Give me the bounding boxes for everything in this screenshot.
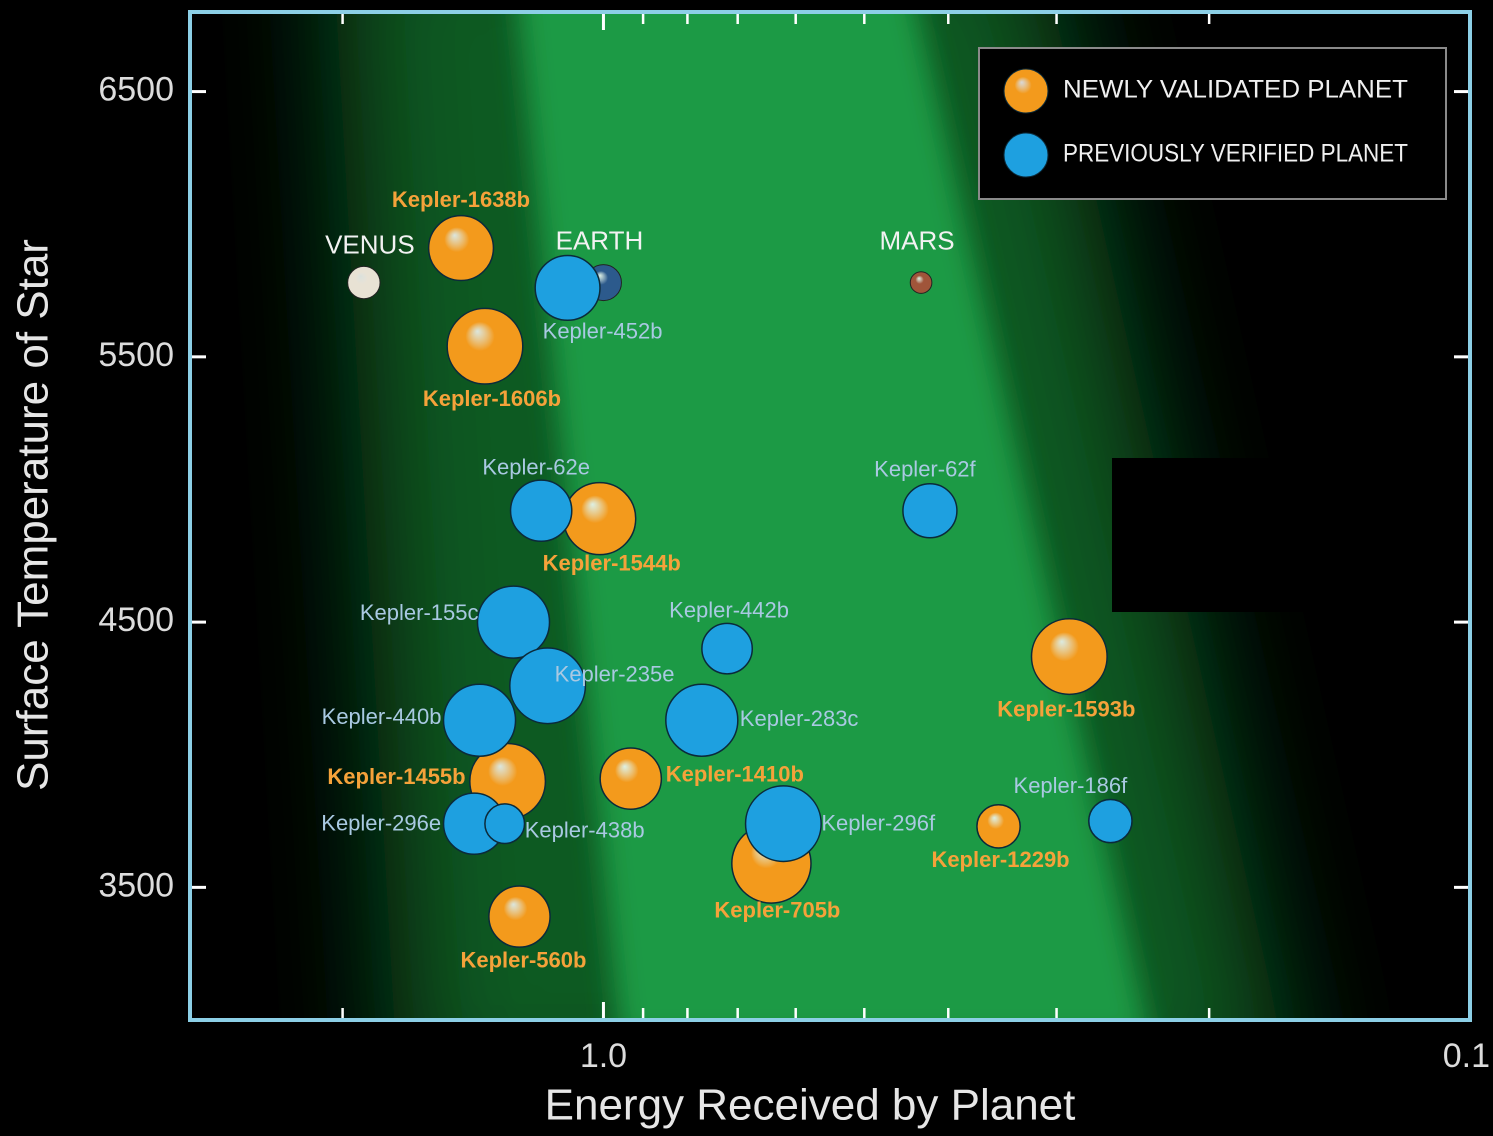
planet-label: Kepler-1593b	[997, 696, 1135, 721]
legend-swatch	[1003, 132, 1049, 178]
planet-bubble	[476, 585, 551, 659]
solar-planet-label: VENUS	[325, 229, 415, 259]
planet-label: Kepler-296f	[821, 811, 936, 836]
legend-label: PREVIOUSLY VERIFIED PLANET	[1063, 140, 1408, 168]
planet-bubble	[976, 804, 1021, 849]
planet-label: Kepler-1410b	[666, 761, 804, 786]
plot-frame	[188, 10, 1472, 1022]
y-axis-title: Surface Temperature of Star	[9, 239, 58, 791]
planet-bubble	[509, 647, 587, 725]
planet-label: Kepler-442b	[669, 597, 789, 622]
x-axis-title: Energy Received by Planet	[545, 1081, 1076, 1130]
legend-box	[978, 47, 1447, 200]
planet-label: Kepler-560b	[460, 947, 586, 972]
planet-label: Kepler-62e	[482, 455, 590, 480]
planet-label: Kepler-1638b	[392, 187, 530, 212]
solar-planet-label: MARS	[880, 225, 955, 255]
planet-bubble	[509, 479, 573, 543]
solar-planet	[347, 265, 381, 300]
planet-bubble	[442, 683, 517, 758]
legend-label: NEWLY VALIDATED PLANET	[1063, 76, 1408, 104]
planet-bubble	[599, 747, 663, 810]
planet-label: Kepler-235e	[555, 662, 675, 687]
x-tick-label: 1.0	[580, 1037, 627, 1075]
planet-bubble	[1088, 798, 1133, 844]
planet-bubble	[534, 254, 601, 322]
legend-swatch	[1003, 68, 1049, 114]
planet-bubble	[902, 482, 958, 539]
y-tick-label: 4500	[98, 601, 174, 639]
planet-label: Kepler-1606b	[423, 386, 561, 411]
planet-bubble	[562, 481, 637, 556]
planet-bubble	[701, 622, 754, 675]
planet-label: Kepler-1544b	[543, 550, 681, 575]
planet-label: Kepler-283c	[740, 706, 859, 731]
y-tick-label: 5500	[98, 336, 174, 374]
solar-planet-label: EARTH	[556, 225, 644, 255]
y-tick-label: 6500	[98, 71, 174, 109]
planet-label: Kepler-452b	[543, 319, 663, 344]
planet-bubble	[446, 307, 524, 385]
planet-label: Kepler-186f	[1014, 773, 1129, 798]
planet-label: Kepler-155c	[360, 600, 479, 625]
y-tick-label: 3500	[98, 866, 174, 904]
planet-bubble	[484, 803, 526, 845]
planet-bubble	[427, 214, 495, 282]
planet-label: Kepler-62f	[874, 457, 976, 482]
planet-bubble	[744, 785, 822, 863]
planet-bubble	[1030, 618, 1108, 696]
planet-label: Kepler-438b	[525, 818, 645, 843]
planet-bubble	[488, 885, 551, 948]
solar-planet	[909, 271, 933, 294]
x-tick-label: 0.1	[1443, 1037, 1490, 1075]
planet-label: Kepler-1229b	[931, 847, 1069, 872]
planet-label: Kepler-440b	[322, 704, 442, 729]
planet-label: Kepler-1455b	[327, 764, 465, 789]
planet-label: Kepler-296e	[321, 811, 441, 836]
planet-bubble	[665, 683, 739, 758]
legend: NEWLY VALIDATED PLANET PREVIOUSLY VERIFIE…	[978, 47, 1447, 200]
planet-label: Kepler-705b	[714, 897, 840, 922]
